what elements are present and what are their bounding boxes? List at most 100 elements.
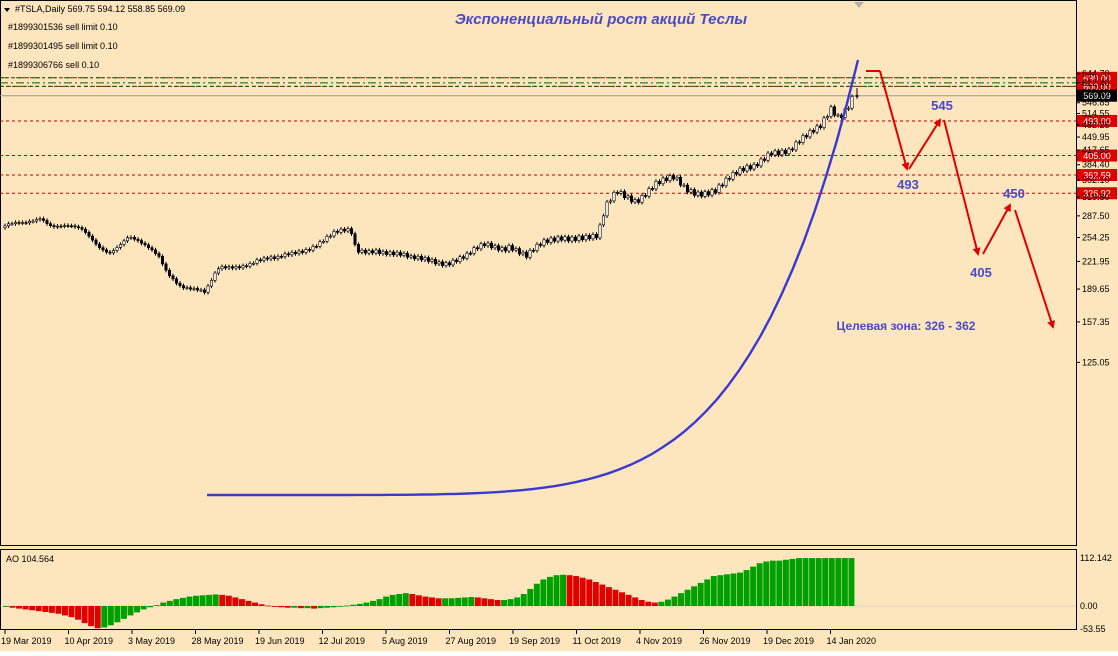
ao-bar (750, 566, 757, 606)
ao-bar (625, 594, 632, 606)
y-tick-label: 189.65 (1082, 284, 1110, 294)
ao-bar (723, 574, 730, 606)
candle-body (458, 256, 462, 262)
candle-body (650, 188, 654, 190)
level-tag (1077, 114, 1117, 127)
candle-body (66, 225, 70, 227)
x-tick-label: 19 Sep 2019 (509, 636, 560, 646)
candle-body (255, 259, 259, 264)
y-tick-label: 514.55 (1082, 108, 1110, 118)
ao-bar (238, 599, 245, 606)
ao-bar (573, 576, 580, 606)
candle-body (710, 189, 714, 196)
candle-body (514, 248, 518, 251)
ao-bar (42, 606, 49, 612)
y-tick-label: 449.95 (1082, 132, 1110, 142)
candle-body (493, 245, 497, 249)
ao-bar (127, 606, 134, 616)
candle-body (776, 150, 780, 156)
candle-body (356, 244, 360, 253)
ao-bar (160, 602, 167, 606)
ao-bar (232, 597, 239, 606)
candle-body (496, 245, 500, 251)
candle-body (699, 191, 703, 197)
candle-body (706, 191, 710, 196)
candle-body (189, 287, 193, 290)
candle-body (269, 256, 273, 260)
ao-bar (212, 594, 219, 606)
triangle-down-icon[interactable] (4, 8, 10, 12)
candlesticks (3, 88, 859, 295)
candle-body (59, 225, 63, 228)
level-tag-label: 326.92 (1083, 189, 1111, 199)
candle-body (182, 285, 186, 289)
ao-bar (546, 576, 553, 606)
ao-bar (258, 604, 265, 606)
target-zone-label: Целевая зона: 326 - 362 (837, 319, 976, 333)
candle-body (626, 195, 630, 199)
ao-bar (311, 606, 317, 609)
arrow-segment (943, 119, 981, 256)
candle-body (213, 272, 217, 281)
candle-body (370, 250, 374, 254)
x-tick-label: 3 May 2019 (128, 636, 175, 646)
candle-body (391, 251, 395, 256)
symbol-info: #TSLA,Daily 569.75 594.12 558.85 569.09 (15, 4, 185, 14)
ao-bar (48, 606, 55, 613)
time-axis: 19 Mar 2019 10 Apr 2019 3 May 2019 28 May 2… (1, 630, 876, 646)
ao-tick-label: 112.142 (1080, 553, 1112, 563)
candle-body (591, 234, 595, 240)
candle-body (157, 253, 161, 257)
x-tick-label: 19 Mar 2019 (1, 636, 52, 646)
x-tick-label: 19 Jun 2019 (255, 636, 305, 646)
candle-body (143, 242, 147, 246)
candle-body (168, 269, 172, 277)
candle-body (367, 250, 371, 254)
candle-body (654, 181, 658, 190)
x-tick-label: 12 Jul 2019 (319, 636, 366, 646)
candle-body (440, 261, 444, 266)
candle-body (419, 255, 423, 261)
candle-body (570, 236, 574, 242)
candle-body (787, 148, 791, 155)
candle-body (808, 130, 812, 138)
ao-bar (81, 606, 88, 624)
candle-body (178, 282, 182, 286)
x-tick-label: 10 Apr 2019 (65, 636, 114, 646)
candle-body (689, 189, 693, 193)
candle-body (73, 225, 77, 228)
ao-bar (560, 574, 567, 606)
candle-body (245, 265, 249, 268)
candle-body (783, 149, 787, 155)
ao-bar (55, 606, 62, 614)
ao-bar (651, 602, 658, 606)
ao-bar (343, 605, 350, 607)
ao-bar (782, 559, 789, 606)
y-tick-label: 580.10 (1082, 87, 1110, 97)
candle-body (675, 176, 679, 180)
candle-body (773, 150, 777, 156)
candle-body (846, 107, 850, 110)
candle-body (318, 241, 322, 247)
ao-bar (632, 597, 639, 606)
ao-panel (0, 549, 1077, 630)
ao-bar (848, 558, 855, 606)
candle-body (412, 255, 416, 260)
ao-bar (540, 579, 547, 606)
y-tick-label: 287.50 (1082, 211, 1110, 221)
candle-body (759, 158, 763, 167)
candle-body (161, 256, 165, 265)
ao-bar (429, 597, 435, 606)
ao-bar (3, 606, 9, 607)
candle-body (231, 266, 235, 269)
scroll-marker-icon[interactable] (854, 2, 864, 8)
ao-bar (828, 558, 835, 606)
candle-body (542, 239, 546, 246)
candle-body (24, 222, 28, 224)
level-tag (1077, 169, 1117, 182)
ao-bar (153, 605, 160, 606)
candle-body (265, 257, 269, 260)
candle-body (640, 195, 644, 203)
candle-body (140, 240, 144, 244)
ao-bar (691, 586, 698, 606)
